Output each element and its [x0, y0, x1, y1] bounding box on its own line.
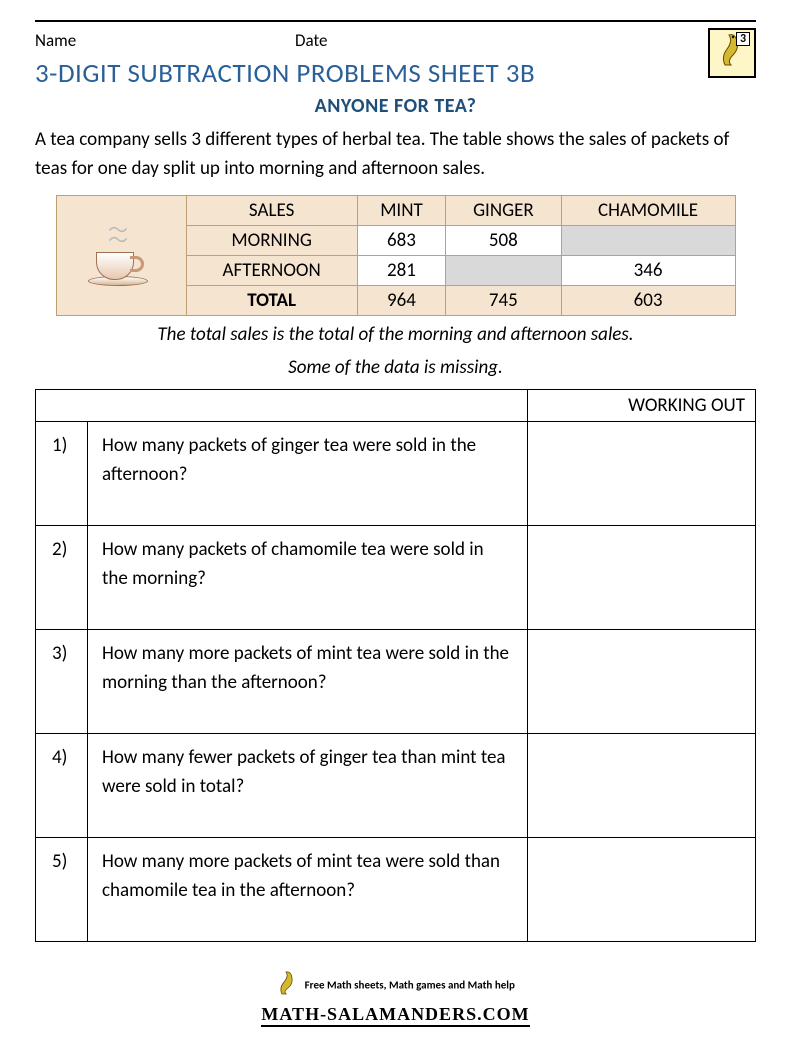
cell-total-mint: 964	[357, 286, 445, 316]
table-header-row: 〜〜 SALES MINT GINGER CHAMOMILE	[56, 196, 735, 226]
question-row: 2) How many packets of chamomile tea wer…	[36, 526, 756, 630]
page-footer: Free Math sheets, Math games and Math he…	[35, 970, 756, 1027]
working-out-cell	[528, 526, 756, 630]
question-number: 4)	[36, 734, 88, 838]
working-out-cell	[528, 838, 756, 942]
cell-afternoon-ginger-blank	[446, 256, 561, 286]
col-sales: SALES	[186, 196, 357, 226]
row-afternoon-label: AFTERNOON	[186, 256, 357, 286]
table-note-line2: Some of the data is missing.	[35, 355, 756, 382]
header-row: Name Date 3	[35, 30, 756, 51]
row-total-label: TOTAL	[186, 286, 357, 316]
question-number: 5)	[36, 838, 88, 942]
table-note-line1: The total sales is the total of the morn…	[35, 322, 756, 349]
question-row: 5) How many more packets of mint tea wer…	[36, 838, 756, 942]
cell-morning-chamomile-blank	[561, 226, 735, 256]
worksheet-subtitle: ANYONE FOR TEA?	[35, 94, 756, 118]
question-text: How many packets of chamomile tea were s…	[88, 526, 528, 630]
question-row: 3) How many more packets of mint tea wer…	[36, 630, 756, 734]
row-morning-label: MORNING	[186, 226, 357, 256]
teacup-icon: 〜〜	[86, 226, 156, 286]
name-label: Name	[35, 30, 295, 51]
problems-header-blank	[36, 390, 528, 422]
grade-badge: 3	[736, 32, 750, 46]
problems-header-row: WORKING OUT	[36, 390, 756, 422]
working-out-cell	[528, 422, 756, 526]
tea-cup-cell: 〜〜	[56, 196, 186, 316]
worksheet-title: 3-DIGIT SUBTRACTION PROBLEMS SHEET 3B	[35, 57, 756, 90]
col-chamomile: CHAMOMILE	[561, 196, 735, 226]
brand-logo: 3	[708, 28, 756, 78]
working-out-header: WORKING OUT	[528, 390, 756, 422]
question-row: 1) How many packets of ginger tea were s…	[36, 422, 756, 526]
question-text: How many more packets of mint tea were s…	[88, 838, 528, 942]
question-text: How many fewer packets of ginger tea tha…	[88, 734, 528, 838]
date-label: Date	[295, 30, 756, 51]
cell-afternoon-chamomile: 346	[561, 256, 735, 286]
top-rule	[35, 20, 756, 22]
cell-total-chamomile: 603	[561, 286, 735, 316]
problems-table: WORKING OUT 1) How many packets of ginge…	[35, 389, 756, 942]
cell-morning-mint: 683	[357, 226, 445, 256]
footer-salamander-icon	[276, 970, 298, 1002]
question-number: 2)	[36, 526, 88, 630]
question-row: 4) How many fewer packets of ginger tea …	[36, 734, 756, 838]
question-text: How many packets of ginger tea were sold…	[88, 422, 528, 526]
question-number: 1)	[36, 422, 88, 526]
footer-tagline: Free Math sheets, Math games and Math he…	[305, 979, 515, 992]
cell-total-ginger: 745	[446, 286, 561, 316]
cell-morning-ginger: 508	[446, 226, 561, 256]
col-ginger: GINGER	[446, 196, 561, 226]
working-out-cell	[528, 630, 756, 734]
cell-afternoon-mint: 281	[357, 256, 445, 286]
working-out-cell	[528, 734, 756, 838]
question-text: How many more packets of mint tea were s…	[88, 630, 528, 734]
intro-paragraph: A tea company sells 3 different types of…	[35, 126, 756, 183]
question-number: 3)	[36, 630, 88, 734]
sales-data-table: 〜〜 SALES MINT GINGER CHAMOMILE MORNING 6…	[56, 195, 736, 316]
col-mint: MINT	[357, 196, 445, 226]
